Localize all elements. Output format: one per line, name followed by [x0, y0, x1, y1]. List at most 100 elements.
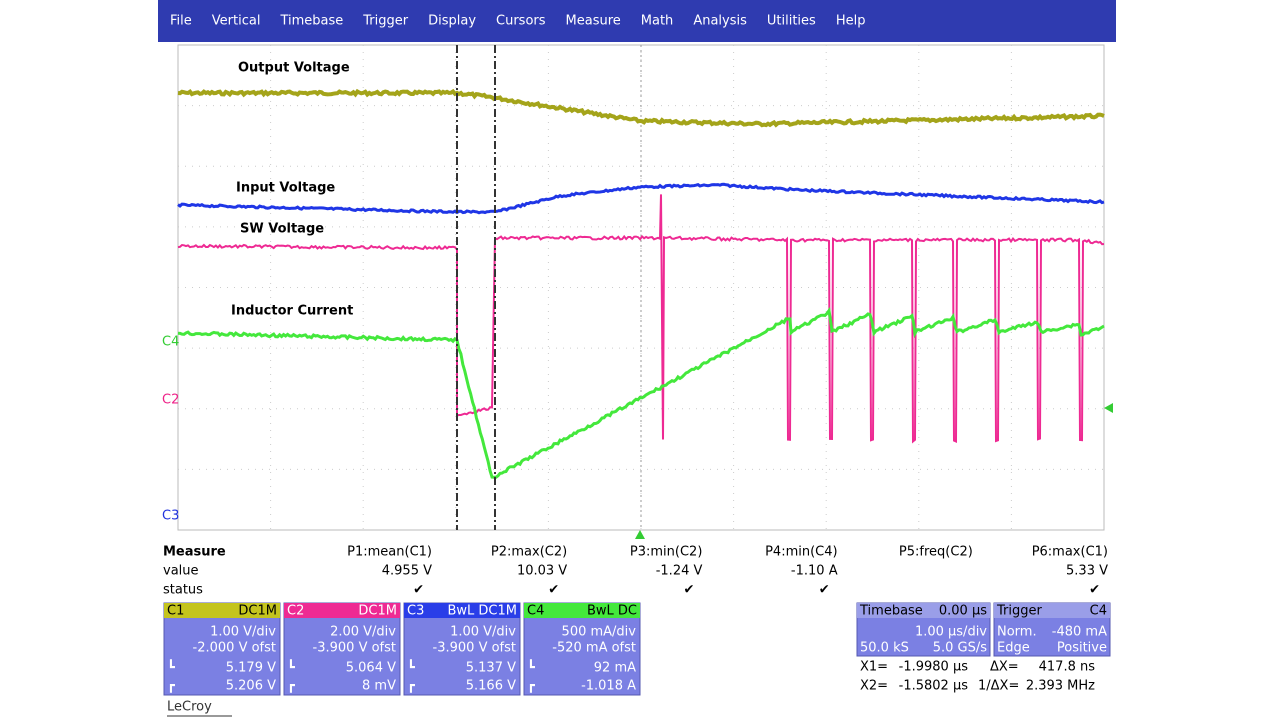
cursor-label: 1/ΔX= — [978, 679, 1019, 694]
param-status: ✔ — [548, 583, 559, 598]
menu-item[interactable]: Timebase — [279, 14, 343, 29]
menu-item[interactable]: Display — [428, 14, 476, 29]
menu-item[interactable]: Vertical — [212, 14, 261, 29]
cursor-label: X2= — [860, 679, 888, 694]
param-name: P3:min(C2) — [630, 545, 703, 560]
trigger-level: -480 mA — [1052, 625, 1107, 640]
timebase-title: Timebase — [859, 604, 923, 619]
trigger-type: Edge — [997, 641, 1030, 656]
param-value: 5.33 V — [1066, 564, 1108, 579]
channel-marker: C3 — [162, 509, 179, 524]
param-status: ✔ — [683, 583, 694, 598]
channel-coupling: DC1M — [238, 604, 277, 619]
trigger-header — [994, 603, 1110, 618]
param-status: ✔ — [819, 583, 830, 598]
param-status: ✔ — [413, 583, 424, 598]
lf-icon: ┗ — [287, 660, 295, 676]
param-value: -1.10 A — [791, 564, 838, 579]
channel-header — [404, 603, 520, 618]
channel-header — [284, 603, 400, 618]
trace-label: Output Voltage — [238, 61, 350, 76]
menu-item[interactable]: Cursors — [496, 14, 546, 29]
param-name: P6:max(C1) — [1032, 545, 1108, 560]
timebase-samples: 50.0 kS — [860, 641, 909, 656]
channel-r: 5.166 V — [466, 679, 516, 694]
param-status: ✔ — [1089, 583, 1100, 598]
channel-id: C1 — [167, 604, 184, 619]
trigger-slope: Positive — [1057, 641, 1107, 656]
channel-box[interactable] — [163, 602, 281, 696]
channel-vdiv: 1.00 V/div — [450, 625, 516, 640]
menu-item[interactable]: Math — [641, 14, 674, 29]
cursor-value: 417.8 ns — [1039, 660, 1096, 675]
channel-box[interactable] — [523, 602, 641, 696]
channel-r: 8 mV — [362, 679, 396, 694]
channel-offset: -3.900 V ofst — [313, 641, 396, 656]
channel-coupling: DC1M — [358, 604, 397, 619]
cursor-label: X1= — [860, 660, 888, 675]
channel-marker: C2 — [162, 393, 179, 408]
measure-title: Measure — [163, 545, 226, 560]
channel-id: C4 — [527, 604, 544, 619]
menu-bar — [158, 0, 1116, 42]
channel-offset: -520 mA ofst — [552, 641, 636, 656]
channel-l: 5.179 V — [226, 661, 276, 676]
timebase-header — [857, 603, 990, 618]
channel-vdiv: 2.00 V/div — [330, 625, 396, 640]
menu-item[interactable]: Utilities — [767, 14, 816, 29]
channel-l: 92 mA — [594, 661, 636, 676]
lf-icon: ┏ — [287, 679, 295, 694]
trace-label: Input Voltage — [236, 181, 335, 196]
cursor-value: -1.9980 µs — [899, 660, 969, 675]
brand: LeCroy — [167, 700, 212, 715]
trigger-marker — [1104, 403, 1113, 413]
menu-item[interactable]: File — [170, 14, 192, 29]
timebase-rate: 5.0 GS/s — [933, 641, 988, 656]
channel-header — [524, 603, 640, 618]
lf-icon: ┗ — [167, 660, 175, 676]
channel-coupling: BwL DC1M — [447, 604, 517, 619]
param-value: 4.955 V — [382, 564, 432, 579]
lf-icon: ┏ — [527, 679, 535, 694]
menu-item[interactable]: Trigger — [362, 14, 408, 29]
timebase-delay: 0.00 µs — [939, 604, 987, 619]
channel-box[interactable] — [283, 602, 401, 696]
param-name: P2:max(C2) — [491, 545, 567, 560]
cursor-value: -1.5802 µs — [899, 679, 969, 694]
cursor-label: ΔX= — [990, 660, 1019, 675]
trigger-source: C4 — [1090, 604, 1107, 619]
channel-r: 5.206 V — [226, 679, 276, 694]
channel-l: 5.064 V — [346, 661, 396, 676]
channel-offset: -3.900 V ofst — [433, 641, 516, 656]
channel-offset: -2.000 V ofst — [193, 641, 276, 656]
lf-icon: ┗ — [527, 660, 535, 676]
trigger-title: Trigger — [996, 604, 1042, 619]
channel-header — [164, 603, 280, 618]
param-value: -1.24 V — [656, 564, 703, 579]
trace-label: Inductor Current — [231, 304, 353, 319]
lf-icon: ┏ — [407, 679, 415, 694]
row-label: status — [163, 583, 203, 598]
param-name: P4:min(C4) — [765, 545, 838, 560]
menu-item[interactable]: Analysis — [693, 14, 747, 29]
timebase-tdiv: 1.00 µs/div — [915, 625, 987, 640]
cursor-value: 2.393 MHz — [1026, 679, 1095, 694]
row-label: value — [163, 564, 199, 579]
trace-label: SW Voltage — [240, 222, 324, 237]
trigger-mode: Norm. — [997, 625, 1037, 640]
input-trace — [177, 182, 1105, 215]
channel-id: C3 — [407, 604, 424, 619]
menu-item[interactable]: Measure — [566, 14, 621, 29]
param-name: P5:freq(C2) — [899, 545, 973, 560]
menu-item[interactable]: Help — [836, 14, 866, 29]
lf-icon: ┗ — [407, 660, 415, 676]
channel-coupling: BwL DC — [587, 604, 637, 619]
channel-marker: C4 — [162, 335, 179, 350]
output-trace — [177, 88, 1105, 128]
sw-trace — [177, 194, 1105, 444]
channel-box[interactable] — [403, 602, 521, 696]
channel-vdiv: 1.00 V/div — [210, 625, 276, 640]
inductor-trace — [177, 306, 1105, 479]
